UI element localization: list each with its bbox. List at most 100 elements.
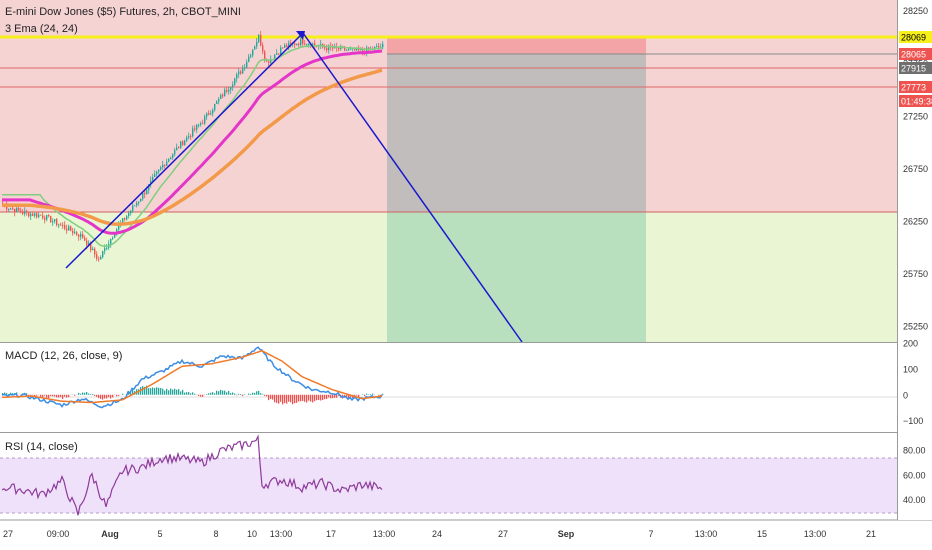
macd-histogram-bar	[334, 394, 336, 398]
candle	[46, 215, 48, 220]
candle	[70, 226, 72, 231]
macd-histogram-bar	[176, 389, 178, 395]
time-tick-label: 27	[3, 529, 13, 539]
target-box	[387, 212, 646, 342]
macd-histogram-bar	[100, 394, 102, 399]
macd-histogram-bar	[168, 390, 170, 395]
macd-histogram-bar	[262, 394, 264, 395]
candle	[236, 74, 238, 79]
macd-histogram-bar	[6, 393, 8, 395]
candle	[134, 205, 136, 207]
time-tick-label: 7	[648, 529, 653, 539]
macd-histogram-bar	[2, 392, 4, 395]
candle	[314, 43, 316, 46]
macd-histogram-bar	[66, 394, 68, 398]
macd-histogram-bar	[370, 394, 372, 395]
macd-histogram-bar	[56, 394, 58, 398]
time-tick-label: 27	[498, 529, 508, 539]
macd-histogram-bar	[242, 394, 244, 397]
trend-line-down[interactable]	[302, 32, 523, 343]
candle	[118, 225, 120, 230]
macd-tick-label: 100	[903, 364, 918, 374]
candle	[100, 256, 102, 260]
candle	[98, 258, 100, 260]
macd-histogram-bar	[268, 394, 270, 401]
candle	[104, 248, 106, 252]
candle	[10, 208, 12, 210]
candle	[300, 39, 302, 45]
macd-histogram-bar	[354, 394, 356, 397]
time-tick-label: 13:00	[695, 529, 718, 539]
macd-histogram-bar	[248, 393, 250, 395]
candle	[86, 240, 88, 246]
candle	[284, 45, 286, 48]
macd-histogram-bar	[200, 394, 202, 397]
candle	[186, 137, 188, 141]
macd-histogram-bar	[294, 394, 296, 404]
macd-histogram-bar	[378, 394, 380, 396]
candle	[226, 89, 228, 92]
macd-histogram-bar	[224, 390, 226, 395]
price-axis[interactable]: 25250257502625026750272502775028250 2001…	[897, 0, 932, 520]
candle	[146, 190, 148, 195]
candle	[56, 219, 58, 226]
candle	[332, 47, 334, 49]
candle	[96, 254, 98, 259]
candle	[130, 210, 132, 214]
price-tick-label: 28250	[903, 6, 928, 16]
macd-histogram-bar	[348, 394, 350, 399]
candle	[64, 225, 66, 229]
candle	[248, 56, 250, 62]
macd-tick-label: −100	[903, 416, 923, 426]
candle	[74, 232, 76, 234]
candle	[112, 237, 114, 239]
candle	[38, 214, 40, 217]
candle	[48, 215, 50, 216]
candle	[148, 184, 150, 191]
macd-histogram-bar	[372, 393, 374, 395]
candle	[18, 207, 20, 211]
macd-histogram-bar	[190, 393, 192, 395]
candle	[344, 47, 346, 51]
candle	[80, 233, 82, 237]
candle	[144, 193, 146, 195]
macd-histogram-bar	[112, 394, 114, 398]
candle	[176, 147, 178, 151]
time-axis[interactable]: 27 09:00 Aug 5 8 10 13:00 17 13:00 24 27 Sep 7 13:00 1…	[3, 529, 876, 539]
time-tick-label: 13:00	[373, 529, 396, 539]
candle	[42, 215, 44, 218]
candle	[36, 213, 38, 217]
macd-histogram-bar	[206, 394, 208, 395]
macd-histogram-bar	[288, 394, 290, 402]
macd-histogram-bar	[64, 394, 66, 397]
candle	[172, 154, 174, 158]
trend-line-up[interactable]	[65, 32, 304, 269]
macd-pane: MACD (12, 26, close, 9)	[0, 343, 897, 431]
candle	[24, 211, 26, 214]
candle	[60, 224, 62, 226]
price-badge-label: 28065	[901, 50, 926, 60]
candle	[204, 116, 206, 124]
macd-histogram-bar	[90, 394, 92, 395]
candle	[350, 48, 352, 50]
macd-histogram-bar	[50, 394, 52, 397]
price-badge-label: 01:49:38	[901, 97, 932, 107]
candle	[362, 49, 364, 52]
macd-histogram-bar	[202, 394, 204, 397]
candle	[200, 123, 202, 125]
macd-histogram-bar	[208, 393, 210, 395]
candle	[184, 140, 186, 146]
macd-tick-label: 200	[903, 339, 918, 349]
time-tick-label: 09:00	[47, 529, 70, 539]
macd-histogram-bar	[52, 394, 54, 397]
candle	[210, 113, 212, 115]
macd-histogram-bar	[364, 394, 366, 397]
macd-histogram-bar	[172, 389, 174, 395]
macd-histogram-bar	[170, 388, 172, 395]
candle	[138, 201, 140, 203]
candle	[94, 248, 96, 255]
candle	[294, 43, 296, 46]
macd-histogram-bar	[318, 394, 320, 401]
macd-histogram-bar	[192, 392, 194, 395]
